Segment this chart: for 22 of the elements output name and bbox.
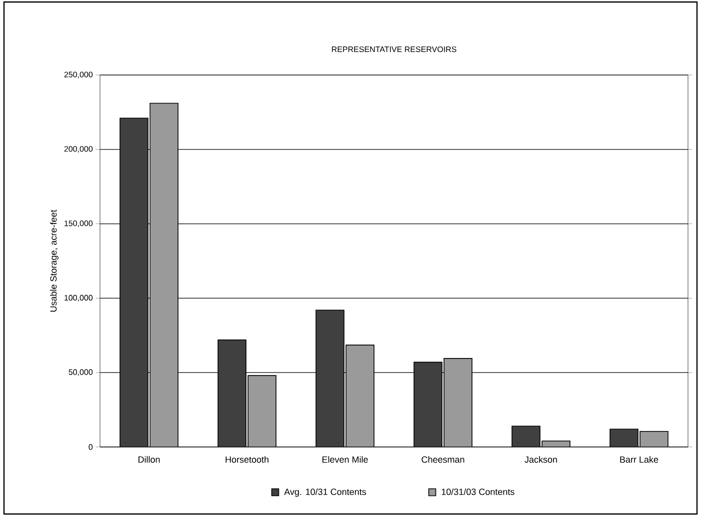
chart-title: REPRESENTATIVE RESERVOIRS <box>332 46 456 52</box>
y-tick-label: 0 <box>88 444 93 450</box>
bar <box>120 118 148 447</box>
y-tick-label: 50,000 <box>68 369 93 376</box>
x-tick-label: Dillon <box>138 456 160 463</box>
bar <box>316 310 344 447</box>
bar <box>610 428 638 447</box>
x-tick-label: Eleven Mile <box>322 456 368 463</box>
bar <box>512 426 540 447</box>
bar <box>218 339 246 447</box>
y-axis-title: Usable Storage, acre-feet <box>50 210 58 312</box>
x-tick-label: Barr Lake <box>620 456 658 463</box>
bar <box>414 362 442 447</box>
x-tick-label: Horsetooth <box>226 456 268 463</box>
y-tick-label: 200,000 <box>64 146 93 153</box>
x-tick-label: Jackson <box>524 456 557 463</box>
y-tick-label: 100,000 <box>64 294 93 302</box>
legend-label: Avg. 10/31 Contents <box>284 488 366 497</box>
x-tick-label: Cheesman <box>422 456 464 463</box>
y-tick-label: 250,000 <box>64 72 93 78</box>
legend-label: 10/31/03 Contents <box>442 488 514 496</box>
y-tick-label: 150,000 <box>64 220 93 228</box>
